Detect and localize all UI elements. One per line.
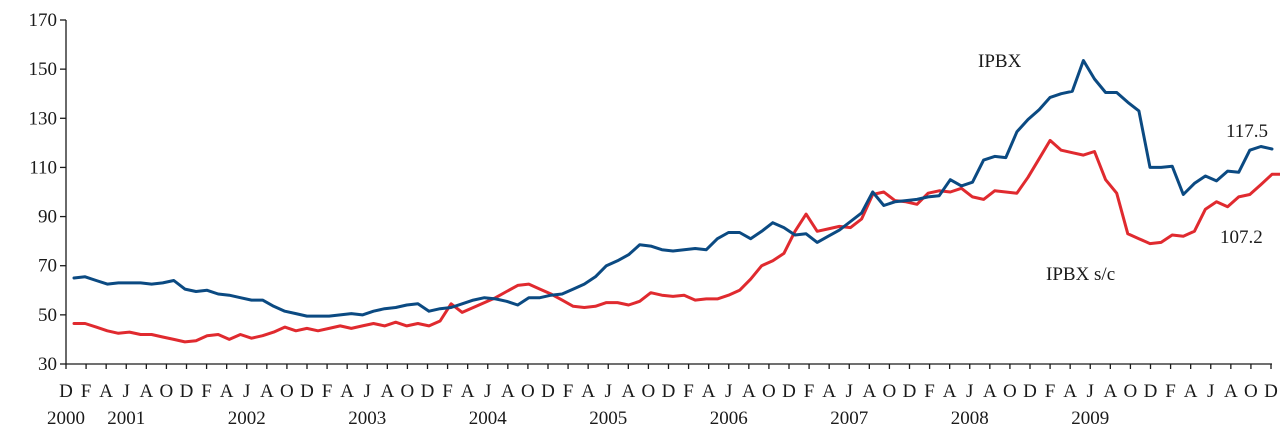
x-year-label: 2005	[589, 408, 627, 429]
x-tick-label: A	[862, 381, 876, 402]
y-tick-label: 110	[29, 157, 57, 178]
x-tick-label: O	[160, 381, 174, 402]
x-tick-label: F	[683, 381, 694, 402]
x-year-label: 2001	[107, 408, 145, 429]
x-tick-label: D	[1144, 381, 1158, 402]
y-tick-label: 90	[38, 207, 57, 228]
x-tick-label: F	[804, 381, 815, 402]
x-tick-label: D	[903, 381, 917, 402]
x-tick-label: A	[340, 381, 354, 402]
x-tick-label: F	[924, 381, 935, 402]
y-tick-label: 30	[38, 354, 57, 375]
x-year-label: 2008	[951, 408, 989, 429]
x-tick-label: D	[421, 381, 435, 402]
x-tick-label: F	[1045, 381, 1056, 402]
x-year-label: 2009	[1071, 408, 1109, 429]
end-value-ipbx-sc: 107.2	[1220, 227, 1263, 248]
series-label-ipbx-sc: IPBX s/c	[1046, 264, 1115, 285]
x-tick-label: D	[782, 381, 796, 402]
x-tick-label: A	[220, 381, 234, 402]
x-tick-label: A	[1184, 381, 1198, 402]
x-tick-label: J	[1087, 381, 1094, 402]
x-tick-label: J	[1207, 381, 1214, 402]
x-tick-label: A	[621, 381, 635, 402]
x-tick-label: J	[484, 381, 491, 402]
x-tick-label: A	[943, 381, 957, 402]
x-tick-label: O	[1244, 381, 1258, 402]
x-tick-label: O	[883, 381, 897, 402]
x-year-label: 2003	[348, 408, 386, 429]
x-tick-label: A	[702, 381, 716, 402]
series-line-ipbx	[72, 59, 1274, 318]
x-tick-label: D	[1023, 381, 1037, 402]
x-tick-label: A	[1103, 381, 1117, 402]
x-tick-label: D	[662, 381, 676, 402]
y-tick-label: 50	[38, 305, 57, 326]
x-tick-label: A	[99, 381, 113, 402]
x-year-label: 2004	[469, 408, 508, 429]
x-year-label: 2006	[710, 408, 748, 429]
x-year-label: 2002	[228, 408, 266, 429]
x-tick-label: J	[605, 381, 612, 402]
x-tick-label: J	[725, 381, 732, 402]
x-tick-label: J	[364, 381, 371, 402]
x-tick-label: F	[81, 381, 92, 402]
x-year-label: 2000	[47, 408, 85, 429]
x-tick-label: J	[123, 381, 130, 402]
y-tick-label: 170	[29, 10, 58, 31]
x-tick-label: A	[822, 381, 836, 402]
x-tick-label: A	[501, 381, 515, 402]
series-layer	[72, 59, 1280, 344]
x-tick-label: O	[521, 381, 535, 402]
series-label-ipbx: IPBX	[978, 51, 1022, 72]
y-tick-label: 130	[29, 108, 58, 129]
y-tick-label: 70	[38, 256, 57, 277]
x-tick-label: O	[280, 381, 294, 402]
x-tick-label: D	[59, 381, 73, 402]
series-line-ipbx-s-c	[72, 138, 1280, 344]
x-tick-label: A	[380, 381, 394, 402]
x-tick-label: A	[139, 381, 153, 402]
x-tick-label: F	[322, 381, 333, 402]
end-value-ipbx: 117.5	[1226, 121, 1268, 142]
x-tick-label: A	[983, 381, 997, 402]
y-tick-label: 150	[29, 59, 58, 80]
x-tick-label: F	[442, 381, 453, 402]
x-tick-label: O	[762, 381, 776, 402]
x-tick-label: F	[201, 381, 212, 402]
x-tick-label: A	[260, 381, 274, 402]
x-tick-label: J	[243, 381, 250, 402]
x-tick-label: F	[1165, 381, 1176, 402]
x-tick-label: A	[1063, 381, 1077, 402]
x-year-label: 2007	[830, 408, 868, 429]
x-tick-label: O	[1003, 381, 1017, 402]
x-tick-label: D	[300, 381, 314, 402]
x-tick-label: A	[461, 381, 475, 402]
x-tick-label: A	[581, 381, 595, 402]
x-tick-label: A	[1224, 381, 1238, 402]
x-tick-label: D	[180, 381, 194, 402]
x-tick-label: D	[541, 381, 555, 402]
x-tick-label: J	[846, 381, 853, 402]
x-tick-label: A	[742, 381, 756, 402]
x-tick-label: O	[1124, 381, 1138, 402]
x-tick-label: F	[563, 381, 574, 402]
x-tick-label: O	[401, 381, 415, 402]
y-axis: 30 50 70 90 110 130 150 170	[29, 10, 67, 375]
x-tick-label: O	[642, 381, 656, 402]
x-tick-label: D	[1264, 381, 1278, 402]
x-tick-label: J	[966, 381, 973, 402]
